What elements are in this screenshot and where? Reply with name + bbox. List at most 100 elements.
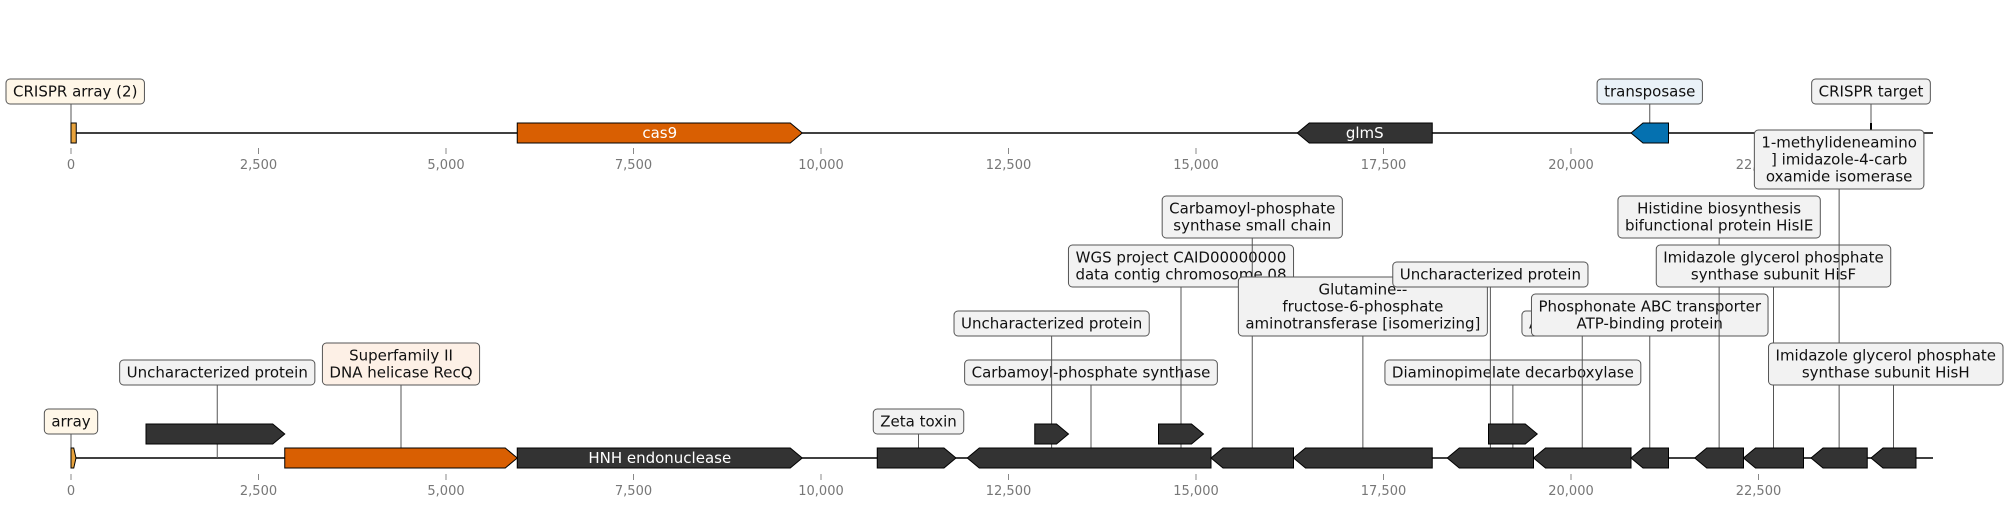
hisie-gene bbox=[1693, 447, 1744, 469]
track-axis: 0 2,500 5,000 7,500 10,000 12,500 15,000 17,500… bbox=[67, 474, 1781, 499]
features: HNH endonuclease bbox=[70, 423, 1917, 469]
axis-tick-label: 2,500 bbox=[240, 158, 277, 173]
label-text-line: Uncharacterized protein bbox=[127, 364, 308, 382]
label-text-line: ATP-binding protein bbox=[1577, 315, 1723, 333]
label-text-line: Histidine biosynthesis bbox=[1637, 200, 1801, 218]
track-top: 0 2,500 5,000 7,500 10,000 12,500 15,000 17,500… bbox=[5, 78, 1933, 173]
phosphonate-abc-gene bbox=[1630, 447, 1669, 469]
label-crispr-target: CRISPR target bbox=[1811, 78, 1931, 105]
feature-labels: CRISPR array (2) transposase CRISPR target bbox=[5, 78, 1931, 133]
glutamine-fructose-gene bbox=[1292, 447, 1433, 469]
label-text-line: data contig chromosome 08 bbox=[1075, 266, 1286, 284]
label-diaminopimelate: Diaminopimelate decarboxylase bbox=[1384, 359, 1642, 386]
uncharacterized-gene-2 bbox=[1446, 447, 1534, 469]
label-text-line: oxamide isomerase bbox=[1766, 168, 1912, 186]
label-text-line: Superfamily II bbox=[349, 347, 453, 365]
label-array: array bbox=[43, 408, 99, 435]
axis-tick-label: 15,000 bbox=[1173, 158, 1219, 173]
axis-tick-label: 20,000 bbox=[1548, 158, 1594, 173]
hisf-gene bbox=[1742, 447, 1804, 469]
small-gene-b bbox=[1158, 423, 1205, 445]
label-text-line: synthase subunit HisH bbox=[1802, 364, 1970, 382]
label-carbamoyl-phosphate-synthase: Carbamoyl-phosphate synthase bbox=[964, 359, 1218, 386]
label-text-line: array bbox=[51, 413, 90, 431]
cas9-gene bbox=[516, 122, 804, 144]
label-text-line: synthase small chain bbox=[1173, 217, 1331, 235]
transposase-gene bbox=[1630, 122, 1669, 144]
isomerase-gene bbox=[1810, 447, 1868, 469]
axis-tick-label: 17,500 bbox=[1361, 158, 1407, 173]
axis-tick-label: 20,000 bbox=[1548, 484, 1594, 499]
label-text-line: transposase bbox=[1604, 83, 1695, 101]
uncharacterized-gene-1 bbox=[145, 423, 286, 445]
label-glutamine-fructose: Glutamine--fructose-6-phosphateaminotran… bbox=[1237, 276, 1488, 337]
axis-tick-label: 0 bbox=[67, 484, 75, 499]
axis-tick-label: 10,000 bbox=[798, 158, 844, 173]
track-bottom: 0 2,500 5,000 7,500 10,000 12,500 15,000 17,500… bbox=[43, 129, 2004, 499]
label-text-line: synthase subunit HisF bbox=[1691, 266, 1856, 284]
axis-tick-label: 7,500 bbox=[615, 158, 652, 173]
label-text-line: Diaminopimelate decarboxylase bbox=[1392, 364, 1634, 382]
glms-gene-label: glmS bbox=[1346, 124, 1384, 142]
cas9-gene-label: cas9 bbox=[642, 124, 677, 142]
label-text-line: 1-methylideneamino bbox=[1761, 134, 1917, 152]
label-text-line: Phosphonate ABC transporter bbox=[1538, 298, 1761, 316]
label-text-line: Glutamine-- bbox=[1319, 281, 1408, 299]
label-crispr-array: CRISPR array (2) bbox=[5, 78, 145, 105]
label-text-line: Uncharacterized protein bbox=[961, 315, 1142, 333]
axis-tick-label: 15,000 bbox=[1173, 484, 1219, 499]
aspartokinase-gene bbox=[1532, 447, 1632, 469]
carbamoyl-small-chain-gene bbox=[1210, 447, 1294, 469]
label-text-line: bifunctional protein HisIE bbox=[1625, 217, 1813, 235]
axis-tick-label: 0 bbox=[67, 158, 75, 173]
label-text-line: fructose-6-phosphate bbox=[1282, 298, 1443, 316]
hish-gene bbox=[1870, 447, 1917, 469]
axis-tick-label: 12,500 bbox=[986, 484, 1032, 499]
axis-tick-label: 5,000 bbox=[427, 484, 464, 499]
label-text-line: WGS project CAID00000000 bbox=[1076, 249, 1287, 267]
label-uncharacterized-2: Uncharacterized protein bbox=[953, 310, 1150, 337]
label-text-line: Imidazole glycerol phosphate bbox=[1776, 347, 1996, 365]
axis-tick-label: 2,500 bbox=[240, 484, 277, 499]
feature-labels: array Uncharacterized protein Superfamily … bbox=[43, 129, 2004, 458]
hnh-endonuclease-gene-label: HNH endonuclease bbox=[588, 449, 731, 467]
axis-tick-label: 17,500 bbox=[1361, 484, 1407, 499]
label-text-line: Zeta toxin bbox=[880, 413, 957, 431]
axis-tick-label: 12,500 bbox=[986, 158, 1032, 173]
axis-tick-label: 22,500 bbox=[1736, 484, 1782, 499]
axis-tick-label: 7,500 bbox=[615, 484, 652, 499]
label-text-line: ] imidazole-4-carb bbox=[1771, 151, 1907, 169]
array-block bbox=[70, 447, 77, 469]
zeta-toxin-gene bbox=[876, 447, 957, 469]
carbamoyl-phosphate-synthase-gene bbox=[966, 447, 1212, 469]
crispr-array-block bbox=[70, 122, 77, 144]
label-text-line: CRISPR array (2) bbox=[13, 83, 137, 101]
small-gene-a bbox=[1034, 423, 1070, 445]
label-text-line: aminotransferase [isomerizing] bbox=[1245, 315, 1480, 333]
label-text-line: CRISPR target bbox=[1819, 83, 1924, 101]
label-text-line: Uncharacterized protein bbox=[1400, 266, 1581, 284]
glms-gene bbox=[1296, 122, 1433, 144]
axis-tick-label: 10,000 bbox=[798, 484, 844, 499]
label-uncharacterized-3: Uncharacterized protein bbox=[1392, 261, 1589, 288]
label-uncharacterized-1: Uncharacterized protein bbox=[119, 359, 316, 386]
hnh-endonuclease-gene bbox=[516, 447, 804, 469]
features: cas9 glmS bbox=[70, 122, 1872, 144]
diaminopimelate-gene bbox=[1488, 423, 1539, 445]
label-text-line: DNA helicase RecQ bbox=[329, 364, 472, 382]
label-text-line: Carbamoyl-phosphate bbox=[1169, 200, 1335, 218]
recq-gene bbox=[284, 447, 519, 469]
track-axis: 0 2,500 5,000 7,500 10,000 12,500 15,000 17,500… bbox=[67, 148, 1781, 173]
label-isomerase: 1-methylideneamino] imidazole-4-carboxam… bbox=[1753, 129, 1925, 190]
label-transposase: transposase bbox=[1596, 78, 1703, 105]
label-text-line: Imidazole glycerol phosphate bbox=[1663, 249, 1883, 267]
label-text-line: Carbamoyl-phosphate synthase bbox=[972, 364, 1211, 382]
axis-tick-label: 5,000 bbox=[427, 158, 464, 173]
